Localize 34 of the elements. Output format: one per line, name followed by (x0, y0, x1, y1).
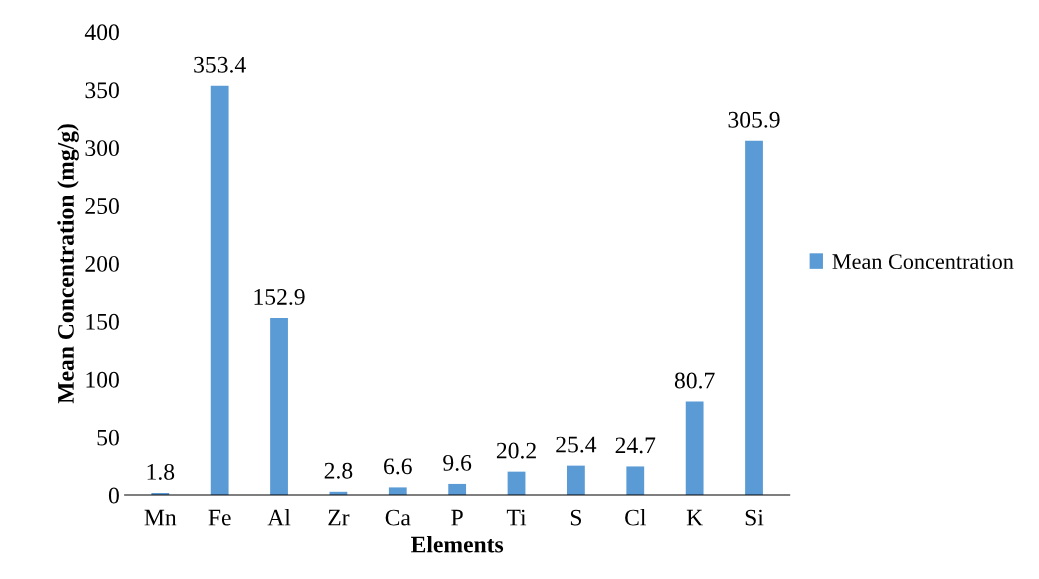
data-label: 25.4 (556, 436, 597, 453)
y-tick-label: 150 (86, 313, 119, 330)
data-label: 152.9 (254, 288, 305, 305)
x-tick-label: S (570, 509, 582, 526)
data-label: 353.4 (194, 56, 246, 73)
x-tick-label: Ca (385, 509, 411, 526)
x-tick-label: Ti (506, 509, 527, 526)
data-label: 80.7 (674, 372, 715, 389)
y-tick-label: 200 (85, 255, 119, 272)
x-axis-title: Elements (411, 535, 504, 553)
data-label: 20.2 (496, 442, 536, 459)
x-tick-label: P (451, 509, 463, 526)
y-tick-label: 0 (108, 487, 119, 504)
legend-label: Mean Concentration (832, 254, 1014, 270)
x-tick-label: K (686, 509, 703, 526)
x-tick-label: Fe (208, 509, 231, 526)
x-tick-label: Al (267, 508, 291, 526)
y-tick-label: 350 (85, 82, 119, 99)
y-tick-label: 300 (85, 140, 119, 157)
data-label: 9.6 (443, 454, 472, 471)
data-label: 2.8 (324, 462, 353, 479)
y-tick-label: 250 (85, 198, 119, 214)
y-axis-title: Mean Concentration (mg/g) (57, 124, 79, 404)
data-label: 24.7 (615, 437, 656, 454)
y-tick-label: 400 (84, 24, 119, 41)
data-label: 305.9 (728, 111, 780, 128)
data-label: 1.8 (147, 463, 175, 480)
y-tick-label: 50 (97, 429, 119, 446)
x-tick-label: Zr (328, 509, 350, 526)
y-tick-label: 100 (86, 371, 119, 388)
x-tick-label: Cl (625, 508, 646, 526)
data-label: 6.6 (384, 458, 412, 475)
x-tick-label: Si (745, 509, 764, 526)
x-tick-label: Mn (144, 509, 177, 526)
